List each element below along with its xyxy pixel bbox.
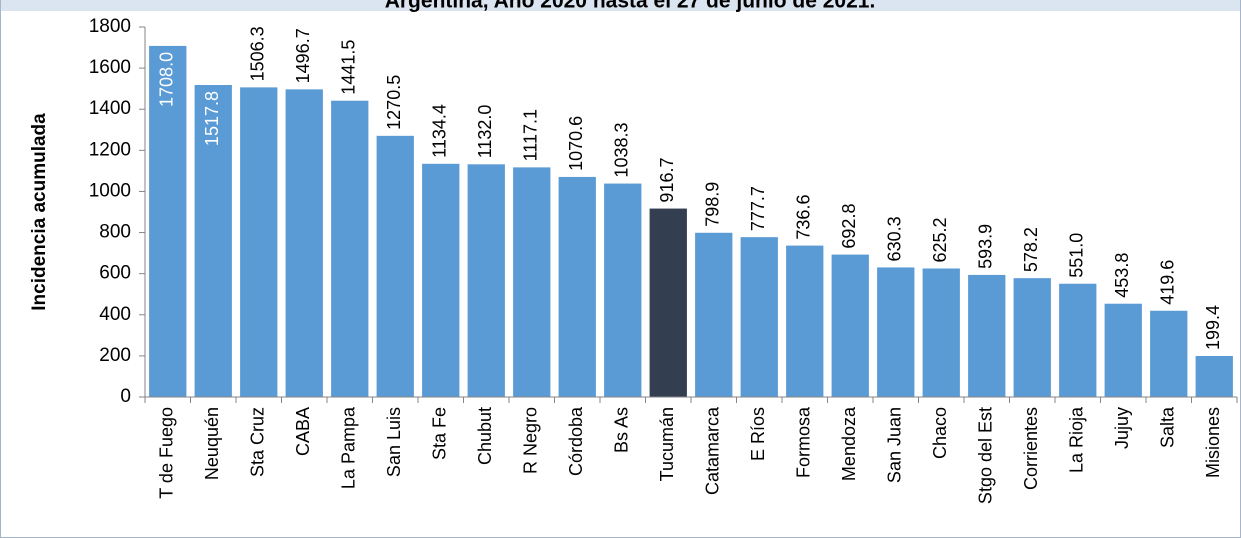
data-label: 1441.5 (339, 40, 359, 95)
x-tick-label: Stgo del Est (976, 407, 996, 504)
x-tick-label: Misiones (1203, 407, 1223, 478)
bar (149, 45, 187, 398)
y-tick-label: 1800 (89, 16, 131, 37)
bar (1104, 303, 1142, 397)
x-tick-label: Tucumán (657, 407, 677, 481)
x-tick-label: Sta Fe (430, 407, 450, 460)
x-tick-label: Salta (1158, 406, 1178, 448)
bar (331, 100, 369, 398)
data-label: 551.0 (1067, 233, 1087, 278)
bar (831, 254, 869, 397)
data-label: 736.6 (794, 195, 814, 240)
bar (513, 167, 551, 397)
x-tick-label: Catamarca (703, 406, 723, 495)
x-tick-label: Sta Cruz (248, 407, 268, 477)
x-tick-label: Bs As (612, 407, 632, 453)
bar (1059, 283, 1097, 397)
x-tick-label: Corrientes (1021, 407, 1041, 490)
bar (1150, 310, 1188, 397)
x-tick-label: Chubut (475, 407, 495, 465)
bar (194, 85, 232, 397)
bar (240, 87, 278, 397)
data-label: 1708.0 (157, 52, 177, 107)
data-label: 1517.8 (202, 91, 222, 146)
chart-title: Argentina, Año 2020 hasta el 27 de junio… (385, 0, 876, 13)
x-tick-label: R Negro (521, 407, 541, 474)
bar (786, 245, 824, 397)
x-tick-label: San Juan (885, 407, 905, 483)
data-label: 1506.3 (248, 26, 268, 81)
x-tick-label: Córdoba (566, 406, 586, 476)
y-tick-label: 1000 (89, 180, 131, 201)
x-tick-label: Formosa (794, 406, 814, 478)
data-label: 630.3 (885, 216, 905, 261)
bar (922, 268, 960, 397)
bar (649, 208, 687, 397)
bar (968, 274, 1006, 397)
title-band (1, 0, 1240, 11)
data-label: 1270.5 (384, 75, 404, 130)
bar (1013, 278, 1051, 397)
y-tick-label: 1600 (89, 57, 131, 78)
x-tick-label: T de Fuego (157, 407, 177, 499)
data-label: 1117.1 (521, 109, 541, 161)
x-tick-label: Jujuy (1112, 407, 1132, 449)
x-tick-label: CABA (293, 407, 313, 456)
bar (422, 163, 460, 397)
data-label: 419.6 (1158, 260, 1178, 305)
y-tick-label: 200 (99, 345, 131, 366)
data-label: 625.2 (930, 217, 950, 262)
x-tick-label: E Ríos (748, 407, 768, 461)
y-tick-label: 600 (99, 263, 131, 284)
bar (285, 89, 323, 397)
data-label: 1132.0 (475, 105, 495, 159)
data-label: 1070.6 (566, 116, 586, 171)
bar (558, 176, 596, 397)
data-label: 1496.7 (293, 28, 313, 83)
y-tick-label: 400 (99, 304, 131, 325)
bar (877, 267, 915, 397)
bar (467, 164, 505, 397)
data-label: 692.8 (839, 204, 859, 249)
data-label: 798.9 (703, 182, 723, 227)
data-label: 777.7 (748, 186, 768, 231)
data-label: 199.4 (1203, 305, 1223, 350)
data-label: 578.2 (1021, 227, 1041, 272)
x-tick-label: La Rioja (1067, 406, 1087, 473)
y-tick-label: 800 (99, 222, 131, 243)
y-axis-label: Incidencia acumulada (29, 113, 50, 311)
data-label: 593.9 (976, 224, 996, 269)
data-label: 453.8 (1112, 253, 1132, 298)
data-label: 916.7 (657, 158, 677, 203)
x-tick-label: San Luis (384, 407, 404, 477)
y-tick-label: 1200 (89, 139, 131, 160)
x-tick-label: La Pampa (339, 406, 359, 489)
data-label: 1038.3 (612, 123, 632, 178)
bar (1195, 356, 1233, 397)
data-label: 1134.4 (430, 104, 450, 158)
x-tick-label: Mendoza (839, 406, 859, 481)
y-tick-label: 0 (120, 386, 131, 407)
bar (695, 232, 733, 397)
bar (740, 237, 778, 397)
y-tick-label: 1400 (89, 98, 131, 119)
x-tick-label: Neuquén (202, 407, 222, 480)
bar (376, 135, 414, 397)
x-tick-label: Chaco (930, 407, 950, 459)
bar (604, 183, 642, 397)
